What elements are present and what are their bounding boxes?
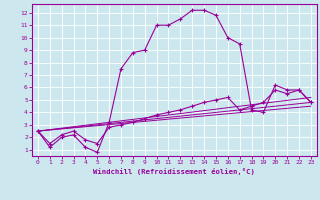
X-axis label: Windchill (Refroidissement éolien,°C): Windchill (Refroidissement éolien,°C) [93, 168, 255, 175]
